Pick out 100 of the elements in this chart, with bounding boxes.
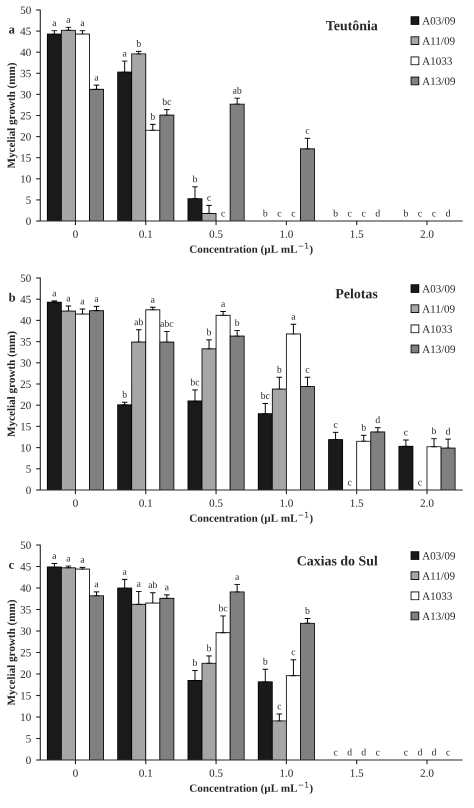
data-label: c — [306, 368, 310, 373]
data-label: b — [206, 328, 212, 336]
x-tick-label: 2.0 — [420, 499, 434, 507]
data-label: c — [348, 480, 352, 486]
y-tick-label: 35 — [20, 338, 31, 346]
data-label: d — [446, 428, 450, 435]
data-label: a — [94, 582, 99, 588]
data-label: bc — [190, 378, 200, 386]
x-tick-label: 1.5 — [350, 230, 364, 238]
data-label: a — [94, 297, 99, 302]
y-tick-label: 15 — [21, 422, 31, 430]
data-label: a — [66, 556, 70, 562]
data-label: b — [361, 424, 366, 431]
data-label: d — [418, 748, 422, 756]
data-label: c — [404, 750, 408, 756]
x-tick-label: 0.1 — [139, 769, 152, 777]
data-label: c — [334, 423, 338, 428]
data-label: c — [348, 212, 352, 216]
data-label: c — [278, 704, 282, 710]
data-label: a — [292, 315, 296, 320]
data-label: bc — [260, 392, 270, 399]
legend-label: A13/09 — [422, 77, 456, 85]
y-tick-label: 20 — [20, 402, 31, 410]
y-tick-label: 30 — [20, 627, 31, 635]
x-axis-title: Concentration (µL mL$^{−1}$) — [190, 782, 313, 794]
x-axis-title: Concentration (µL mL$^{−1}$) — [190, 512, 313, 524]
text: Teutônia — [326, 20, 378, 30]
data-label: d — [376, 416, 380, 424]
y-tick-label: 10 — [21, 175, 31, 183]
legend-label: A1033 — [422, 57, 452, 65]
data-label: b — [206, 644, 212, 652]
y-tick-label: 10 — [21, 444, 31, 452]
data-label: a — [80, 558, 84, 563]
data-label: b — [276, 366, 282, 373]
data-label: b — [333, 210, 338, 216]
legend-label: A03/09 — [422, 17, 456, 25]
y-tick-label: 50 — [20, 541, 31, 549]
data-label: a — [52, 292, 56, 296]
data-label: c — [446, 750, 450, 756]
data-label: ab — [232, 86, 242, 94]
text: a — [9, 28, 15, 34]
x-tick-label: 0.5 — [210, 769, 223, 777]
y-tick-label: 35 — [20, 606, 31, 614]
y-tick-label: 45 — [20, 28, 31, 36]
data-label: c — [306, 129, 310, 134]
y-tick-label: 15 — [21, 154, 31, 162]
y-tick-label: 15 — [21, 692, 31, 700]
legend-label: A11/09 — [422, 37, 455, 45]
x-tick-label: 0.1 — [139, 499, 152, 507]
data-label: c — [404, 430, 408, 436]
data-label: b — [122, 390, 127, 398]
x-tick-label: 1.0 — [280, 769, 293, 777]
data-label: ab — [148, 581, 158, 588]
data-label: a — [94, 76, 99, 81]
data-label: a — [150, 298, 155, 303]
data-label: c — [334, 750, 338, 756]
data-label: c — [362, 212, 366, 216]
text: Pelotas — [336, 288, 378, 298]
data-label: c — [418, 212, 422, 216]
data-label: c — [292, 650, 296, 656]
y-tick-label: 40 — [20, 316, 31, 324]
data-label: bc — [162, 98, 172, 106]
data-label: c — [278, 212, 282, 216]
legend-label: A1033 — [422, 325, 452, 333]
data-label: a — [136, 582, 141, 587]
y-tick-label: 40 — [20, 584, 31, 592]
x-tick-label: 0.1 — [139, 230, 152, 238]
legend-label: A13/09 — [422, 345, 456, 353]
data-label: a — [52, 22, 56, 26]
data-label: ab — [134, 318, 143, 326]
data-label: a — [235, 575, 240, 580]
data-label: b — [262, 210, 268, 216]
data-label: d — [446, 210, 450, 216]
data-label: d — [362, 748, 366, 756]
data-label: b — [234, 319, 240, 326]
data-label: b — [150, 113, 155, 120]
y-tick-label: 5 — [26, 735, 31, 742]
y-tick-label: 30 — [20, 90, 31, 98]
data-label: abc — [160, 320, 174, 327]
legend-label: A13/09 — [422, 612, 456, 620]
y-axis-title: Mycelial growth (mm) — [7, 600, 18, 706]
y-tick-label: 50 — [20, 6, 31, 14]
y-axis-title: Mycelial growth (mm) — [7, 63, 18, 168]
text: b — [8, 292, 16, 302]
x-tick-label: 1.0 — [280, 230, 293, 238]
data-label: a — [165, 586, 169, 590]
y-tick-label: 25 — [20, 380, 31, 388]
data-label: a — [122, 52, 127, 57]
x-tick-label: 0 — [73, 769, 78, 777]
data-label: d — [432, 748, 436, 756]
data-label: b — [192, 659, 198, 666]
y-tick-label: 45 — [20, 296, 31, 304]
y-axis-title: Mycelial growth (mm) — [7, 332, 18, 437]
data-label: b — [305, 607, 310, 614]
data-label: a — [52, 554, 56, 559]
data-label: bc — [218, 604, 228, 612]
y-tick-label: 35 — [20, 70, 31, 78]
data-label: c — [207, 196, 211, 201]
data-label: c — [418, 480, 422, 486]
y-tick-label: 40 — [20, 48, 31, 56]
